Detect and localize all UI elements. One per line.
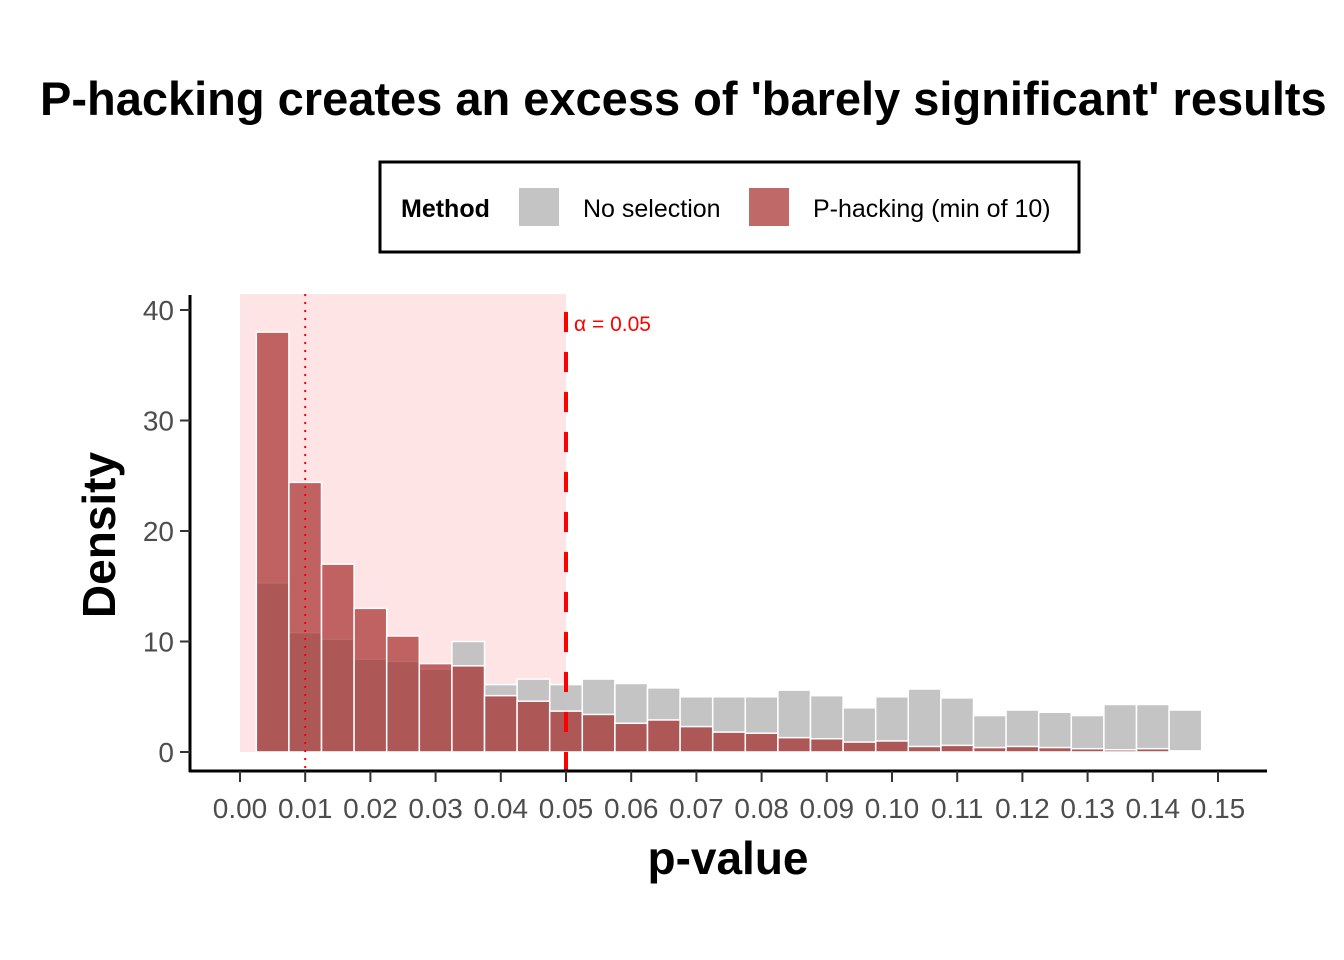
y-tick-label: 20 xyxy=(143,516,174,547)
bar-no-selection xyxy=(1005,709,1040,753)
bar-p-hacking xyxy=(418,662,453,753)
x-tick-label: 0.09 xyxy=(800,793,855,824)
bar-p-hacking xyxy=(972,746,1007,753)
x-tick-label: 0.11 xyxy=(931,793,983,824)
y-axis-title: Density xyxy=(73,452,125,619)
bar-no-selection xyxy=(1037,711,1073,753)
legend-box xyxy=(378,160,1081,254)
x-tick-label: 0.12 xyxy=(995,793,1050,824)
chart-title: P-hacking creates an excess of 'barely s… xyxy=(40,72,1327,125)
bar-p-hacking xyxy=(1135,747,1170,753)
x-tick-label: 0.10 xyxy=(865,793,920,824)
bar-p-hacking xyxy=(907,745,942,753)
y-tick-label: 40 xyxy=(143,295,174,326)
bar-p-hacking xyxy=(1168,750,1203,753)
bar-p-hacking xyxy=(451,665,486,753)
x-tick-label: 0.14 xyxy=(1126,793,1181,824)
bar-p-hacking xyxy=(679,725,714,753)
bar-p-hacking xyxy=(516,700,551,753)
legend-key-p-hacking xyxy=(749,188,789,226)
x-tick-label: 0.07 xyxy=(669,793,724,824)
bar-no-selection xyxy=(1070,714,1105,753)
bar-p-hacking xyxy=(842,741,877,753)
x-tick-label: 0.13 xyxy=(1060,793,1115,824)
bar-p-hacking xyxy=(255,331,290,753)
bar-p-hacking xyxy=(385,635,421,753)
x-tick-label: 0.05 xyxy=(539,793,594,824)
plot-area: α = 0.05 0 10 20 30 40 0.00 0.01 0.02 0.03 0.04 0.0… xyxy=(143,294,1267,824)
bar-p-hacking xyxy=(744,732,779,753)
bar-p-hacking xyxy=(614,722,649,753)
alpha-label: α = 0.05 xyxy=(574,313,651,336)
legend-label-no-selection: No selection xyxy=(583,195,721,223)
x-tick-label: 0.04 xyxy=(474,793,529,824)
legend-key-no-selection xyxy=(519,188,559,226)
bar-no-selection xyxy=(1168,709,1203,753)
bar-p-hacking xyxy=(320,563,355,753)
legend: Method No selection P-hacking (min of 10… xyxy=(378,160,1081,254)
bar-p-hacking xyxy=(646,719,681,753)
bar-p-hacking xyxy=(809,737,844,753)
bar-p-hacking xyxy=(940,744,975,753)
x-tick-label: 0.01 xyxy=(278,793,333,824)
y-tick-label: 30 xyxy=(143,406,174,437)
bar-p-hacking xyxy=(1005,745,1040,753)
legend-label-p-hacking: P-hacking (min of 10) xyxy=(813,195,1051,223)
bar-p-hacking xyxy=(483,694,518,753)
bar-no-selection xyxy=(1103,703,1138,753)
bar-no-selection xyxy=(907,688,942,753)
x-tick-label: 0.08 xyxy=(734,793,789,824)
bar-no-selection xyxy=(972,714,1007,753)
bar-p-hacking xyxy=(581,713,616,753)
x-tick-label: 0.02 xyxy=(343,793,398,824)
x-tick-label: 0.00 xyxy=(213,793,268,824)
bar-p-hacking xyxy=(353,607,388,753)
bar-no-selection xyxy=(940,697,975,753)
bar-p-hacking xyxy=(711,731,747,753)
bar-p-hacking xyxy=(1103,749,1138,753)
x-tick-label: 0.03 xyxy=(408,793,463,824)
bar-p-hacking xyxy=(1037,746,1073,753)
legend-title: Method xyxy=(401,195,490,223)
bar-no-selection xyxy=(1135,703,1170,753)
y-tick-label: 10 xyxy=(143,627,174,658)
x-tick-label: 0.06 xyxy=(604,793,659,824)
bar-p-hacking xyxy=(777,736,812,753)
x-tick-label: 0.15 xyxy=(1191,793,1246,824)
bar-p-hacking xyxy=(1070,747,1105,753)
x-axis-title: p-value xyxy=(647,832,808,884)
y-tick-label: 0 xyxy=(158,737,174,768)
bar-p-hacking xyxy=(874,740,910,753)
